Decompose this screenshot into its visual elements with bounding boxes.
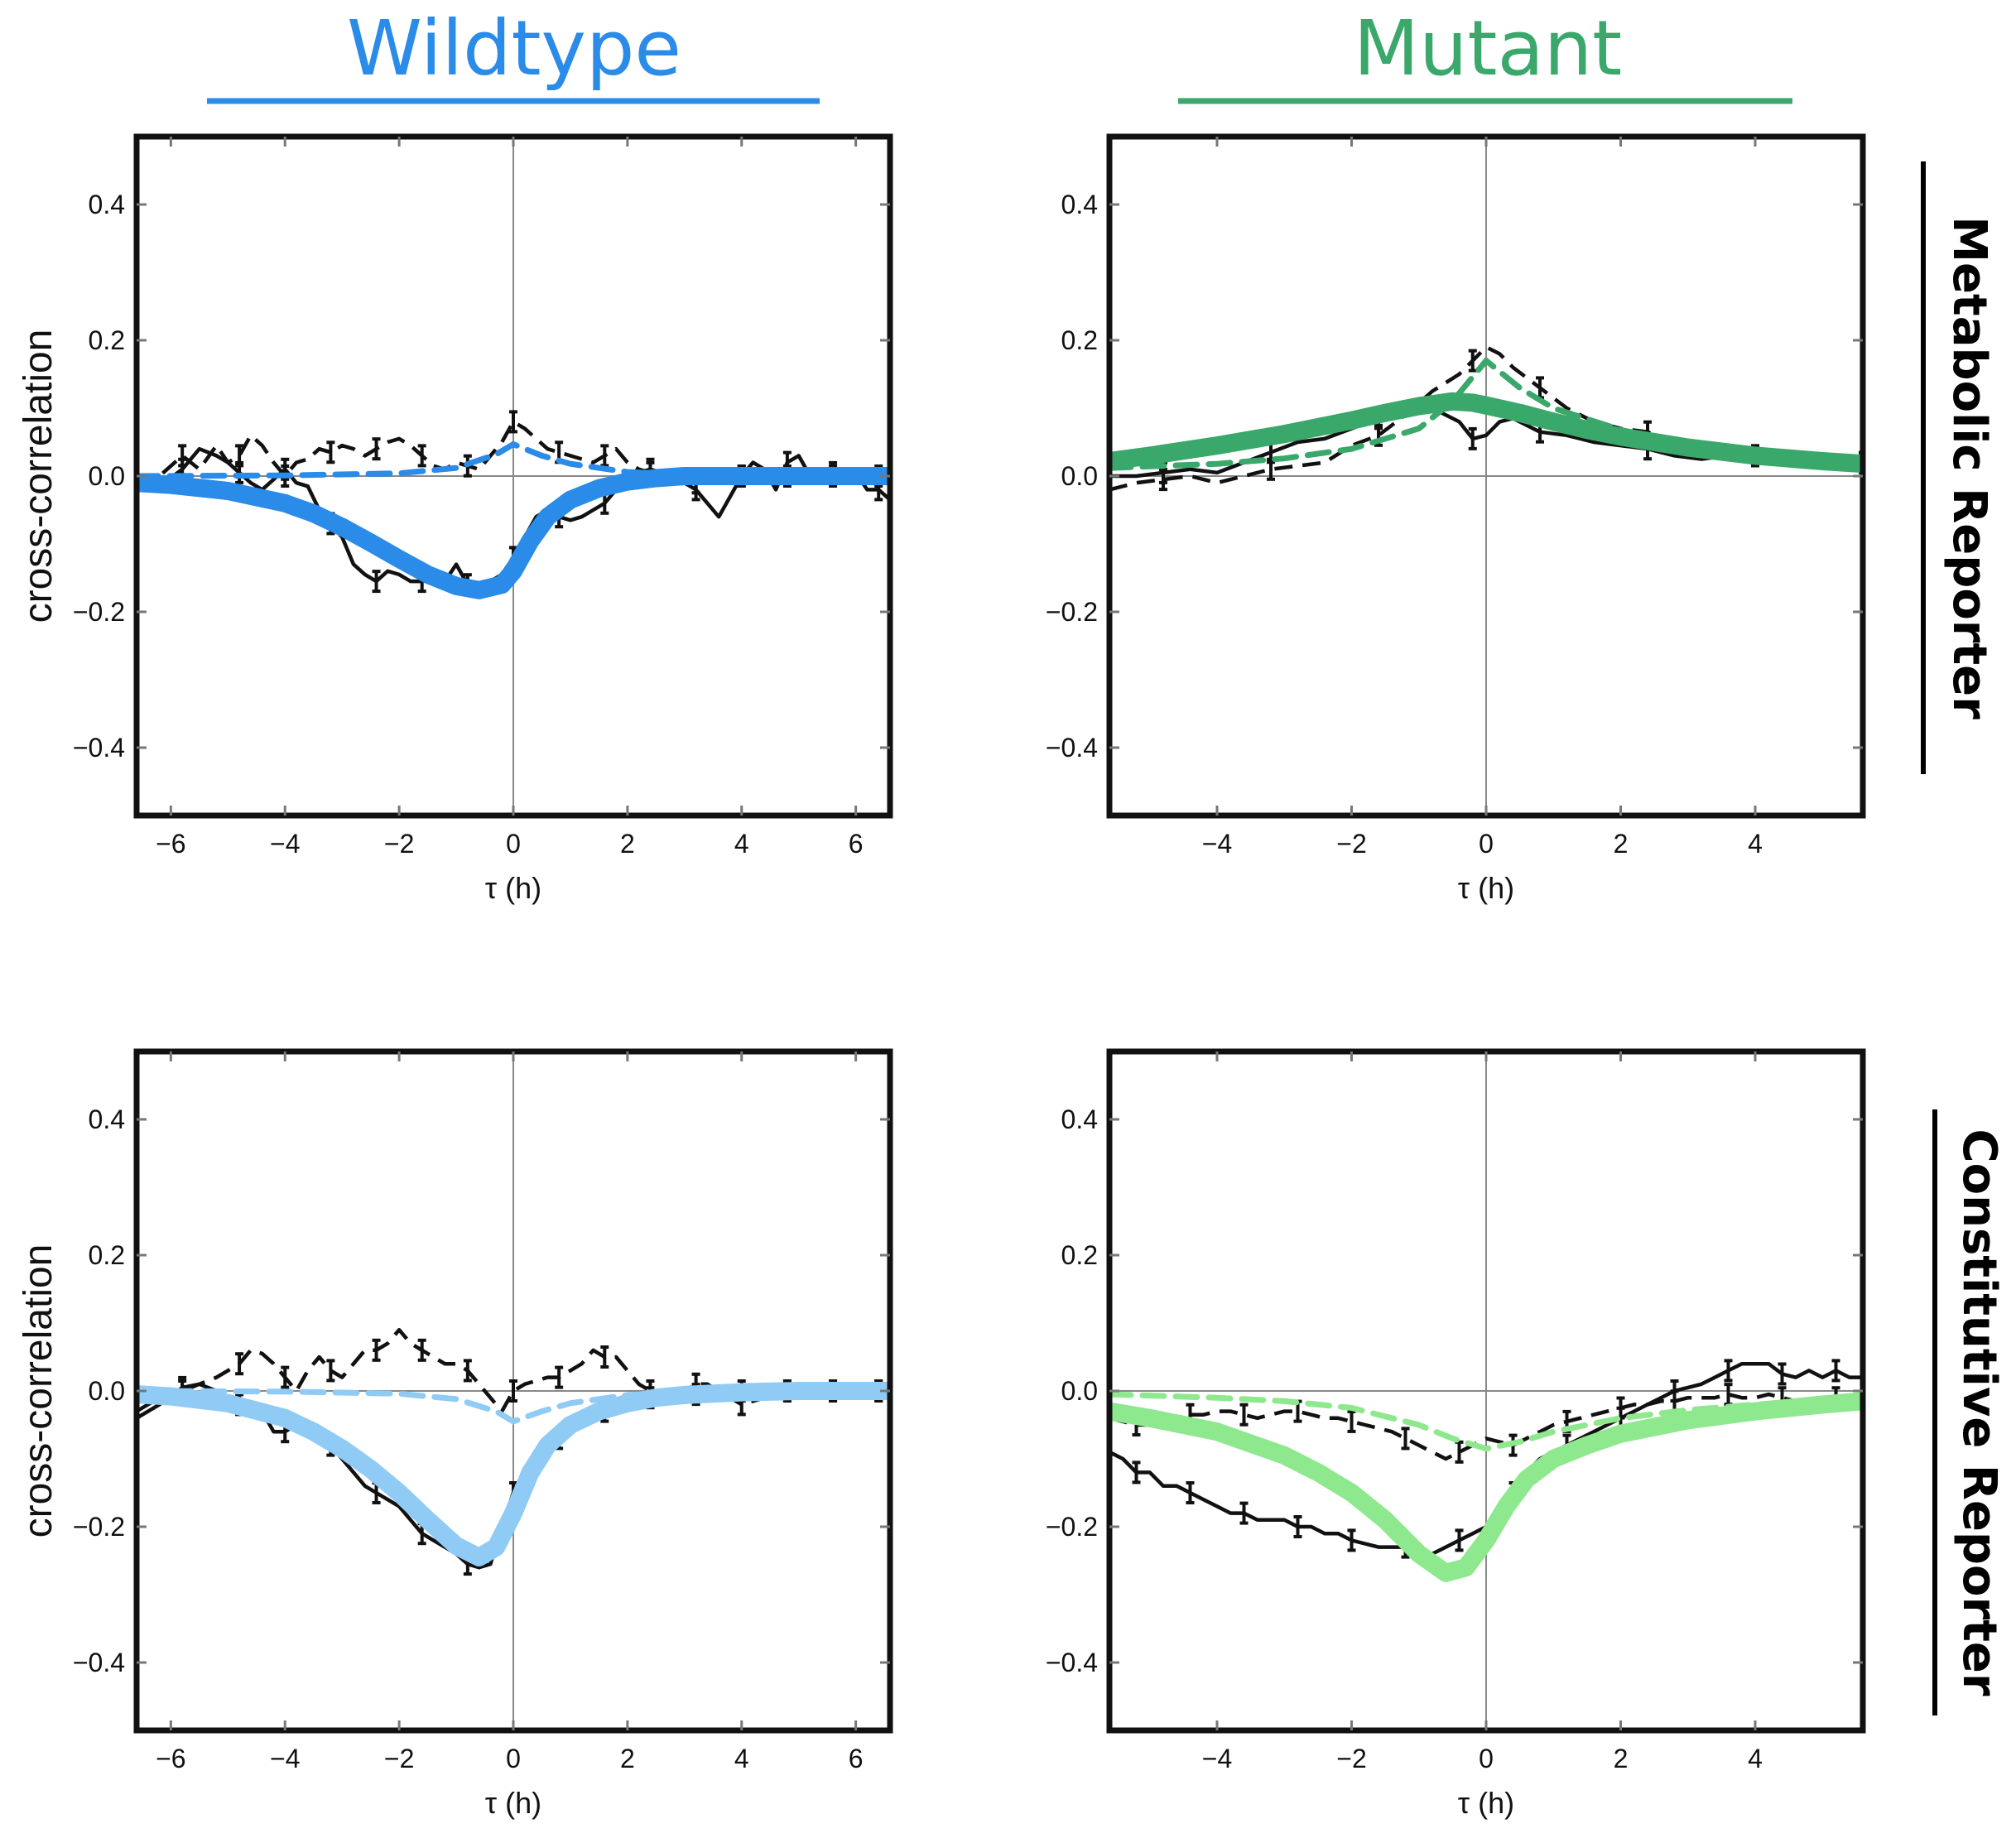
error-bar [463, 1359, 472, 1383]
y-tick-label: −0.2 [1046, 1512, 1098, 1542]
y-tick-label: 0.2 [1061, 325, 1098, 355]
x-axis-label: τ (h) [485, 871, 541, 905]
y-axis-label: cross-correlation [17, 1244, 60, 1538]
x-tick-label: 0 [506, 829, 521, 859]
error-bar [372, 1338, 381, 1362]
error-bar [1186, 1481, 1195, 1504]
error-bar [281, 1365, 290, 1389]
row-title-constitutive: Constitutive Reporter [1952, 1129, 2006, 1696]
error-bar [1132, 1460, 1141, 1485]
panel-3: −4 −2 0 2 4 −0.4 −0.2 0.0 0.2 0.4 τ (h) [1046, 1048, 1866, 1820]
model-curve-solid [1109, 392, 1863, 474]
panel-2: −6 −4 −2 0 2 4 6 −0.4 −0.2 0.0 0.2 0.4 τ (h) cross-co… [17, 1048, 893, 1820]
row-title-metabolic: Metabolic Reporter [1942, 216, 1996, 719]
panel-1: −4 −2 0 2 4 −0.4 −0.2 0.0 0.2 0.4 τ (h) [1046, 133, 1866, 905]
model-curve-dashed [1109, 356, 1863, 471]
x-tick-label: 2 [620, 1744, 635, 1773]
model-curve-solid [137, 467, 890, 599]
error-bar [1159, 468, 1167, 492]
x-tick-label: 2 [1614, 1744, 1629, 1773]
x-tick-label: 2 [620, 829, 635, 859]
x-tick-label: −2 [1336, 1744, 1366, 1773]
y-tick-label: −0.2 [73, 597, 125, 627]
x-axis-label: τ (h) [485, 1786, 541, 1820]
y-tick-label: 0.4 [89, 1104, 125, 1134]
error-bar [326, 1359, 335, 1383]
error-bar [1401, 1427, 1410, 1451]
y-tick-label: 0.0 [1061, 1376, 1098, 1406]
x-tick-label: 2 [1614, 829, 1629, 859]
error-bar [1347, 1528, 1356, 1552]
x-tick-label: 6 [849, 1744, 864, 1773]
data-series-dashed [137, 1327, 890, 1413]
x-axis-label: τ (h) [1458, 1786, 1514, 1820]
error-bar [372, 437, 381, 461]
x-axis-label: τ (h) [1458, 871, 1514, 905]
y-tick-label: 0.0 [89, 1376, 125, 1406]
error-bar [1468, 426, 1477, 450]
x-tick-label: 4 [734, 1744, 749, 1773]
error-bar [417, 1338, 426, 1362]
x-tick-label: 4 [1748, 829, 1763, 859]
error-bar [235, 444, 244, 468]
column-title-mutant: Mutant [1354, 4, 1623, 93]
x-tick-label: 0 [1479, 1744, 1494, 1773]
error-bar [235, 1352, 244, 1376]
y-tick-label: 0.0 [1061, 461, 1098, 491]
y-tick-label: −0.4 [1046, 733, 1098, 763]
error-bar [326, 440, 335, 464]
y-tick-label: 0.2 [89, 325, 125, 355]
error-bar [178, 444, 187, 468]
error-bar [1778, 1362, 1787, 1386]
y-tick-label: −0.2 [1046, 597, 1098, 627]
error-bar [1468, 349, 1477, 373]
x-tick-label: −4 [270, 829, 300, 859]
x-tick-label: −6 [156, 829, 185, 859]
model-curve-solid [137, 1382, 890, 1566]
y-tick-label: −0.4 [73, 733, 125, 763]
error-bar [372, 570, 381, 594]
error-bar [509, 1379, 517, 1403]
error-bar [417, 444, 426, 468]
error-bar [555, 1365, 564, 1389]
x-tick-label: −2 [384, 1744, 414, 1773]
error-bar [600, 1345, 609, 1369]
y-tick-label: −0.4 [73, 1648, 125, 1677]
error-bar [1293, 1515, 1302, 1538]
x-tick-label: −2 [1336, 829, 1366, 859]
data-series-dashed [1109, 1392, 1863, 1461]
y-tick-label: −0.4 [1046, 1648, 1098, 1677]
data-series-dashed [137, 420, 890, 485]
x-tick-label: 0 [1479, 829, 1494, 859]
x-tick-label: 0 [506, 1744, 521, 1773]
y-tick-label: 0.4 [89, 190, 125, 219]
x-tick-label: −4 [1202, 829, 1232, 859]
y-axis-label: cross-correlation [17, 330, 60, 623]
error-bar [1239, 1501, 1249, 1525]
x-tick-label: −2 [384, 829, 414, 859]
error-bar [509, 410, 517, 434]
x-tick-label: −6 [156, 1744, 185, 1773]
y-tick-label: 0.2 [1061, 1240, 1098, 1270]
y-tick-label: −0.2 [73, 1512, 125, 1542]
error-bar [1724, 1359, 1733, 1383]
y-tick-label: 0.0 [89, 461, 125, 491]
panel-0: −6 −4 −2 0 2 4 6 −0.4 −0.2 0.0 0.2 0.4 τ (h) cross-co… [17, 133, 893, 905]
y-tick-label: 0.4 [1061, 190, 1098, 219]
y-tick-label: 0.4 [1061, 1104, 1098, 1134]
x-tick-label: 4 [1748, 1744, 1763, 1773]
x-tick-label: −4 [1202, 1744, 1232, 1773]
error-bar [1831, 1359, 1840, 1383]
y-tick-label: 0.2 [89, 1240, 125, 1270]
error-bar [1239, 1403, 1249, 1427]
model-curve-solid [1109, 1392, 1863, 1582]
error-bar [1455, 1528, 1464, 1552]
column-title-wildtype: Wildtype [347, 4, 681, 93]
x-tick-label: −4 [270, 1744, 300, 1773]
x-tick-label: 4 [734, 829, 749, 859]
error-bar [1347, 1409, 1356, 1433]
x-tick-label: 6 [849, 829, 864, 859]
